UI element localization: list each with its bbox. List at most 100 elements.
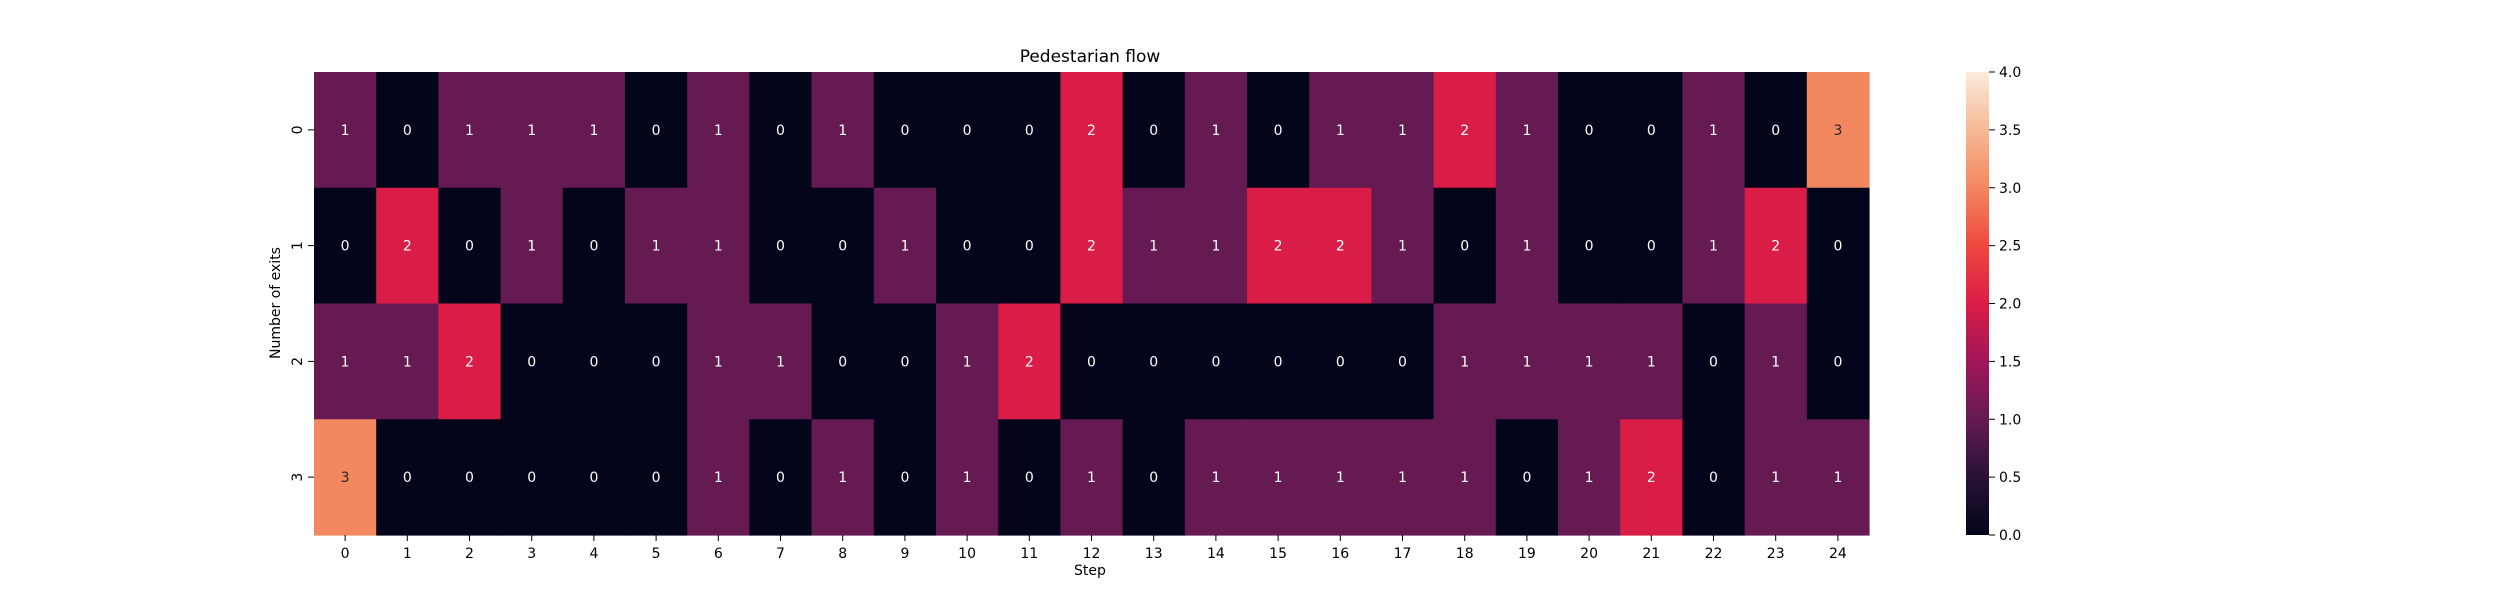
heatmap-cell xyxy=(1433,72,1497,189)
cell-value-label: 1 xyxy=(652,239,661,255)
cell-value-label: 0 xyxy=(776,123,785,139)
heatmap-cell xyxy=(998,419,1061,536)
x-tick-label: 4 xyxy=(589,546,598,562)
colorbar-tick-label: 4.0 xyxy=(1999,65,2021,81)
heatmap-cell xyxy=(873,72,937,189)
heatmap-cell xyxy=(1060,303,1124,420)
cell-value-label: 1 xyxy=(1709,239,1718,255)
colorbar-tick-label: 3.0 xyxy=(1999,181,2021,197)
x-axis-ticks: 0 1 2 3 4 5 6 7 8 9 10 11 12 13 14 15 16 17 18 19 20 21 22 23 24 xyxy=(341,535,1847,562)
heatmap-cell xyxy=(1309,419,1372,536)
heatmap-cell xyxy=(1558,419,1621,536)
heatmap-cells xyxy=(314,72,1870,536)
x-tick-label: 0 xyxy=(341,546,350,562)
x-tick-label: 23 xyxy=(1767,546,1785,562)
heatmap-cell xyxy=(1247,419,1310,536)
heatmap-cell xyxy=(562,187,626,305)
heatmap-cell xyxy=(1620,419,1683,536)
x-tick-label: 9 xyxy=(900,546,909,562)
cell-value-label: 1 xyxy=(1709,123,1718,139)
heatmap-cell xyxy=(1744,419,1808,536)
heatmap-cell xyxy=(314,72,377,189)
cell-value-label: 0 xyxy=(900,470,909,486)
x-tick-label: 2 xyxy=(465,546,474,562)
heatmap-cell xyxy=(376,72,439,189)
cell-value-label: 0 xyxy=(527,470,536,486)
cell-value-label: 0 xyxy=(589,239,598,255)
heatmap-cell xyxy=(811,187,875,305)
cell-value-label: 0 xyxy=(403,470,412,486)
heatmap-cell xyxy=(1806,187,1870,305)
cell-value-label: 1 xyxy=(527,123,536,139)
heatmap-cell xyxy=(1433,303,1497,420)
heatmap-cell xyxy=(314,187,377,305)
cell-value-label: 0 xyxy=(900,123,909,139)
cell-value-label: 0 xyxy=(1709,354,1718,370)
cell-value-label: 1 xyxy=(341,123,350,139)
cell-value-label: 1 xyxy=(1771,470,1780,486)
heatmap-cell xyxy=(998,72,1061,189)
cell-value-label: 0 xyxy=(1149,354,1158,370)
heatmap-cell xyxy=(1682,72,1746,189)
cell-value-label: 0 xyxy=(652,354,661,370)
cell-value-label: 0 xyxy=(652,470,661,486)
y-axis-ticks: 0 1 2 3 xyxy=(290,125,314,482)
x-tick-label: 18 xyxy=(1456,546,1474,562)
heatmap-cell xyxy=(1371,72,1435,189)
heatmap-cell xyxy=(998,303,1061,420)
cell-value-label: 0 xyxy=(776,470,785,486)
cell-value-label: 2 xyxy=(1460,123,1469,139)
y-axis-label: Number of exits xyxy=(268,247,284,359)
heatmap-cell xyxy=(1060,419,1124,536)
cell-value-label: 1 xyxy=(838,123,847,139)
heatmap-cell xyxy=(562,419,626,536)
heatmap-cell xyxy=(936,72,999,189)
x-axis-label: Step xyxy=(1074,563,1106,579)
cell-value-label: 1 xyxy=(1211,239,1220,255)
chart-title: Pedestarian flow xyxy=(1020,47,1161,67)
heatmap-cell xyxy=(438,303,502,420)
heatmap-cell xyxy=(1371,303,1435,420)
cell-value-label: 0 xyxy=(527,354,536,370)
cell-value-label: 2 xyxy=(1087,123,1096,139)
cell-value-label: 1 xyxy=(900,239,909,255)
x-tick-label: 15 xyxy=(1269,546,1287,562)
cell-value-label: 0 xyxy=(1647,123,1656,139)
cell-value-label: 0 xyxy=(652,123,661,139)
cell-value-label: 0 xyxy=(1585,123,1594,139)
cell-value-label: 0 xyxy=(465,470,474,486)
cell-value-label: 0 xyxy=(1647,239,1656,255)
x-tick-label: 3 xyxy=(527,546,536,562)
cell-value-label: 0 xyxy=(963,123,972,139)
heatmap-cell xyxy=(1122,303,1186,420)
heatmap-cell xyxy=(1558,303,1621,420)
heatmap-cell xyxy=(1122,72,1186,189)
heatmap-cell xyxy=(1558,72,1621,189)
heatmap-cell xyxy=(625,72,688,189)
heatmap-cell xyxy=(1060,72,1124,189)
cell-value-label: 1 xyxy=(714,239,723,255)
heatmap-cell xyxy=(687,187,750,305)
cell-value-label: 1 xyxy=(527,239,536,255)
cell-value-label: 0 xyxy=(1149,123,1158,139)
heatmap-cell xyxy=(749,72,813,189)
heatmap-cell xyxy=(1620,72,1683,189)
x-tick-label: 24 xyxy=(1829,546,1847,562)
cell-value-label: 0 xyxy=(1149,470,1158,486)
colorbar-tick-label: 2.0 xyxy=(1999,297,2021,313)
cell-value-label: 1 xyxy=(465,123,474,139)
heatmap-cell xyxy=(314,419,377,536)
colorbar: 0.0 0.5 1.0 1.5 2.0 2.5 3.0 3.5 4.0 xyxy=(1966,65,2021,544)
heatmap-cell xyxy=(1371,419,1435,536)
cell-value-label: 0 xyxy=(403,123,412,139)
colorbar-gradient xyxy=(1966,72,1989,535)
colorbar-tick-label: 2.5 xyxy=(1999,239,2021,255)
cell-value-label: 1 xyxy=(1087,470,1096,486)
heatmap-cell xyxy=(1433,187,1497,305)
cell-value-label: 0 xyxy=(1087,354,1096,370)
cell-value-label: 0 xyxy=(589,470,598,486)
x-tick-label: 17 xyxy=(1394,546,1412,562)
cell-value-label: 1 xyxy=(1336,123,1345,139)
heatmap-cell xyxy=(500,419,564,536)
